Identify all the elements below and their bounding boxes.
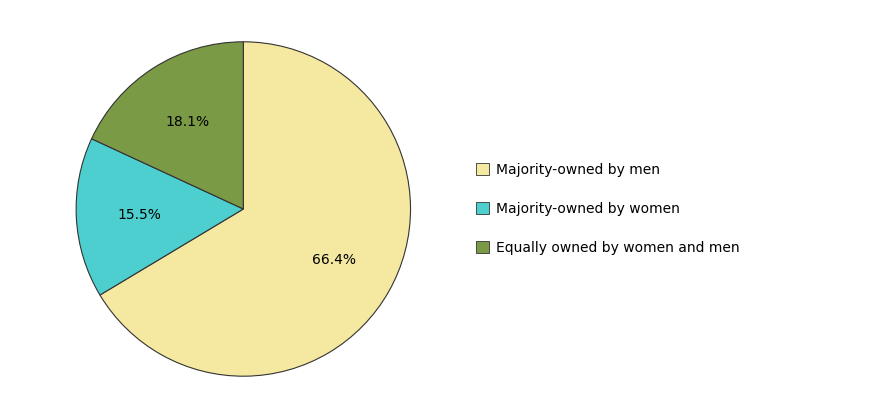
Wedge shape <box>100 42 410 376</box>
Wedge shape <box>91 42 243 209</box>
Text: 15.5%: 15.5% <box>118 207 162 222</box>
Text: 66.4%: 66.4% <box>311 253 355 267</box>
Wedge shape <box>76 139 243 295</box>
Legend: Majority-owned by men, Majority-owned by women, Equally owned by women and men: Majority-owned by men, Majority-owned by… <box>476 163 740 255</box>
Text: 18.1%: 18.1% <box>165 115 209 129</box>
